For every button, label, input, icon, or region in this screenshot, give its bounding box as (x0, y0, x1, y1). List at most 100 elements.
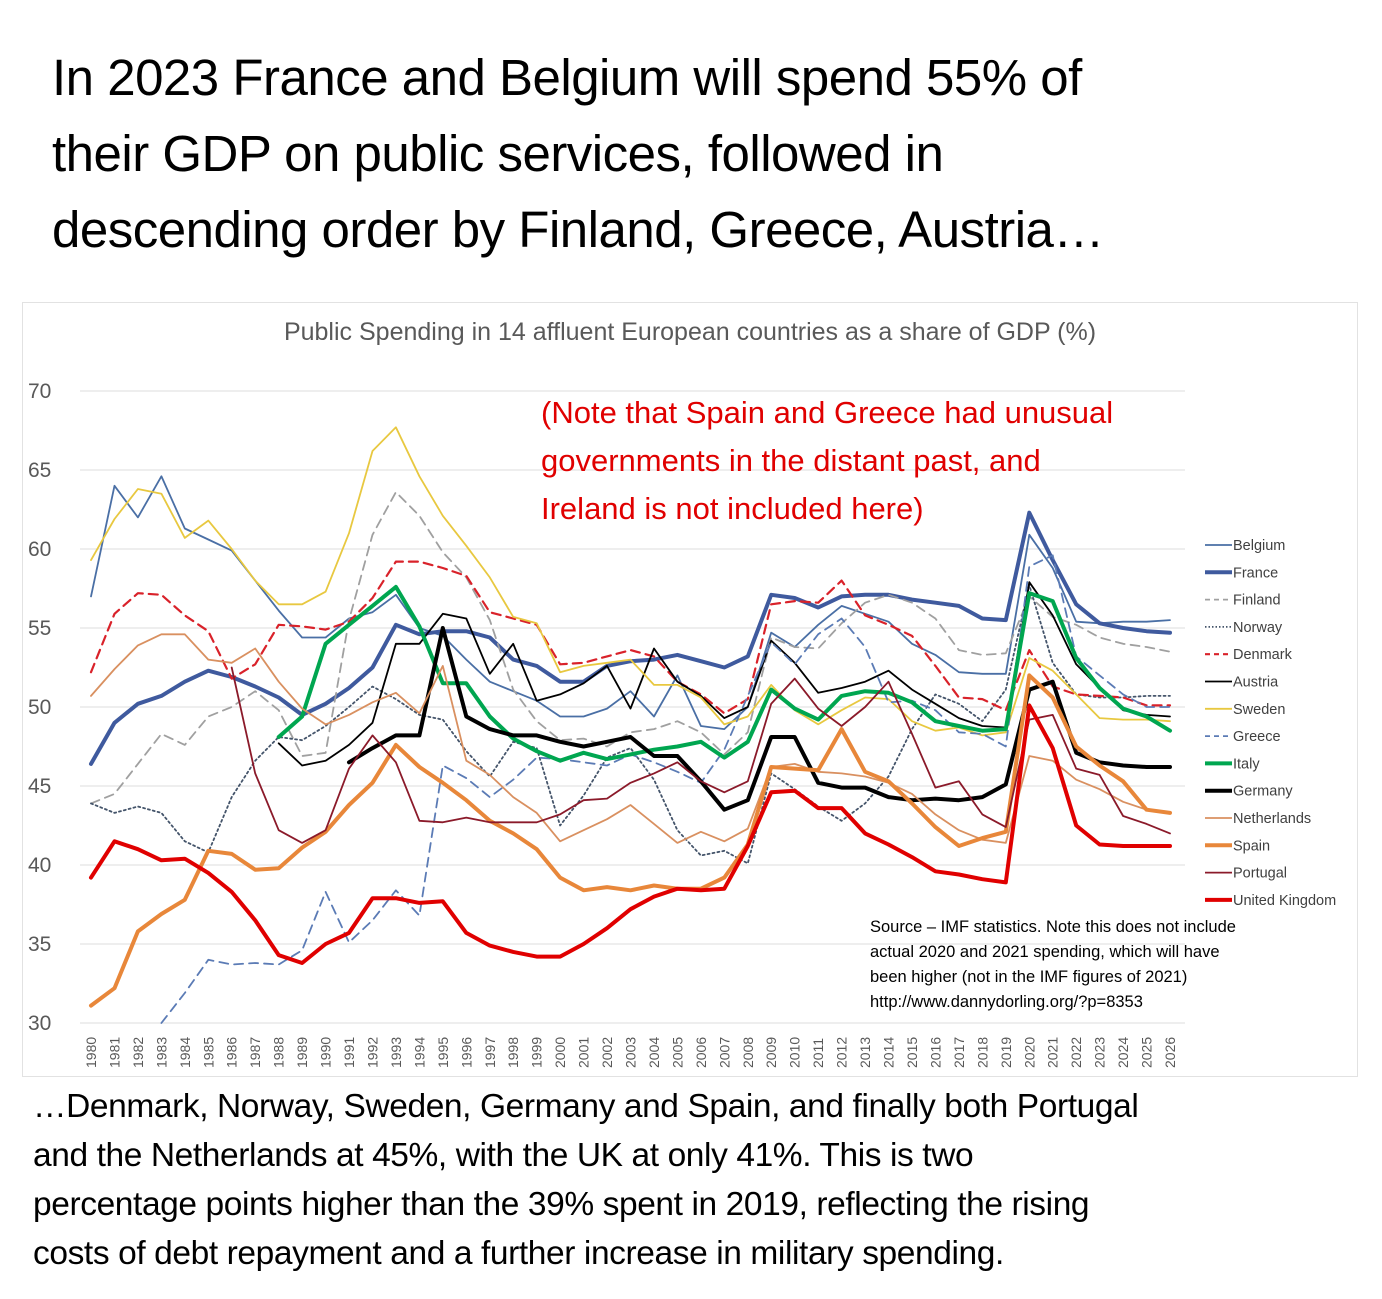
legend-item: Netherlands (1205, 811, 1311, 827)
series-line-spain (89, 673, 1172, 1008)
footer-line: costs of debt repayment and a further in… (33, 1235, 1004, 1272)
legend-item: Austria (1205, 675, 1279, 691)
x-tick-label: 1995 (435, 1037, 451, 1068)
legend: Belgium France Finland Norway Denmark Austria… (1205, 538, 1336, 909)
x-tick-label: 1999 (529, 1037, 545, 1068)
y-tick-label: 55 (28, 617, 51, 640)
x-tick-label: 1991 (341, 1037, 357, 1068)
legend-label: Germany (1233, 784, 1293, 800)
x-tick-label: 1990 (318, 1037, 334, 1068)
y-tick-label: 35 (28, 933, 51, 956)
headline-line: descending order by Finland, Greece, Aus… (52, 201, 1104, 258)
y-tick-label: 65 (28, 459, 51, 482)
headline-line: their GDP on public services, followed i… (52, 125, 944, 182)
source-note: Source – IMF statistics. Note this does … (870, 918, 1236, 1011)
x-tick-label: 1982 (130, 1037, 146, 1068)
footer-line: percentage points higher than the 39% sp… (33, 1186, 1090, 1223)
y-tick-label: 30 (28, 1012, 51, 1035)
y-tick-label: 60 (28, 538, 51, 561)
legend-label: Greece (1233, 729, 1281, 745)
legend-label: Spain (1233, 838, 1270, 854)
source-line: actual 2020 and 2021 spending, which wil… (870, 943, 1220, 961)
x-tick-label: 2010 (787, 1037, 803, 1068)
footer-line: and the Netherlands at 45%, with the UK … (33, 1137, 974, 1174)
series-line-sweden (90, 426, 1171, 737)
note-line: (Note that Spain and Greece had unusual (541, 395, 1113, 430)
footer-text: …Denmark, Norway, Sweden, Germany and Sp… (33, 1082, 1373, 1278)
x-tick-label: 2015 (904, 1037, 920, 1068)
series-line-norway (90, 584, 1171, 865)
note-line: governments in the distant past, and (541, 443, 1041, 478)
legend-label: Italy (1233, 756, 1260, 772)
legend-label: Portugal (1233, 866, 1287, 882)
note-line: Ireland is not included here) (541, 491, 924, 526)
x-tick-label: 2016 (927, 1037, 943, 1068)
x-tick-label: 1994 (411, 1037, 427, 1068)
x-tick-label: 1993 (388, 1037, 404, 1068)
source-line: http://www.dannydorling.org/?p=8353 (870, 993, 1143, 1011)
series-line-germany (347, 626, 1172, 812)
x-tick-label: 1986 (224, 1037, 240, 1068)
legend-item: Sweden (1205, 702, 1285, 718)
legend-label: Finland (1233, 593, 1281, 609)
legend-item: France (1205, 565, 1278, 581)
x-tick-label: 2005 (669, 1037, 685, 1068)
legend-item: Portugal (1205, 866, 1287, 882)
x-axis: 1980 1981 1982 1983 1984 1985 1986 1987 1988 1989… (83, 1037, 1178, 1068)
x-tick-label: 2021 (1045, 1037, 1061, 1068)
y-tick-label: 45 (28, 775, 51, 798)
x-tick-label: 2019 (998, 1037, 1014, 1068)
source-line: been higher (not in the IMF figures of 2… (870, 968, 1187, 986)
x-tick-label: 1998 (505, 1037, 521, 1068)
x-tick-label: 1989 (294, 1037, 310, 1068)
x-tick-label: 2000 (552, 1037, 568, 1068)
y-tick-label: 50 (28, 696, 51, 719)
legend-label: United Kingdom (1233, 893, 1336, 909)
x-tick-label: 2008 (740, 1037, 756, 1068)
legend-label: Sweden (1233, 702, 1285, 718)
legend-item: Greece (1205, 729, 1281, 745)
footer-line: …Denmark, Norway, Sweden, Germany and Sp… (33, 1088, 1139, 1125)
x-tick-label: 2009 (763, 1037, 779, 1068)
x-tick-label: 1996 (458, 1037, 474, 1068)
x-tick-label: 2017 (951, 1037, 967, 1068)
x-tick-label: 2012 (834, 1037, 850, 1068)
legend-item: Finland (1205, 593, 1281, 609)
x-tick-label: 2026 (1162, 1037, 1178, 1068)
x-tick-label: 2003 (623, 1037, 639, 1068)
series-line-united-kingdom (89, 703, 1172, 965)
y-axis: 30 35 40 45 50 55 60 65 70 (28, 380, 51, 1035)
chart-title: Public Spending in 14 affluent European … (284, 318, 1096, 346)
series-line-greece (160, 554, 1171, 1024)
x-tick-label: 2014 (881, 1037, 897, 1068)
x-tick-label: 2025 (1139, 1037, 1155, 1068)
headline-line: In 2023 France and Belgium will spend 55… (52, 49, 1082, 106)
legend-item: Spain (1205, 838, 1270, 854)
series-line-netherlands (90, 633, 1171, 844)
x-tick-label: 2022 (1068, 1037, 1084, 1068)
x-tick-label: 2018 (974, 1037, 990, 1068)
x-tick-label: 1987 (247, 1037, 263, 1068)
chart-frame (22, 302, 1358, 1077)
series-line-denmark (89, 560, 1172, 715)
legend-item: Denmark (1205, 647, 1293, 663)
x-tick-label: 1983 (153, 1037, 169, 1068)
series-line-portugal (230, 666, 1171, 844)
legend-item: United Kingdom (1205, 893, 1336, 909)
x-tick-label: 2002 (599, 1037, 615, 1068)
x-tick-label: 2024 (1115, 1037, 1131, 1068)
series-lines (89, 426, 1172, 1024)
chart-note: (Note that Spain and Greece had unusual … (541, 395, 1113, 526)
legend-label: Austria (1233, 675, 1279, 691)
legend-label: Netherlands (1233, 811, 1311, 827)
x-tick-label: 1981 (106, 1037, 122, 1068)
x-tick-label: 2020 (1021, 1037, 1037, 1068)
series-line-finland (90, 491, 1171, 805)
headline: In 2023 France and Belgium will spend 55… (52, 40, 1352, 268)
legend-item: Italy (1205, 756, 1260, 772)
legend-label: France (1233, 565, 1278, 581)
x-tick-label: 2007 (716, 1037, 732, 1068)
x-tick-label: 2006 (693, 1037, 709, 1068)
legend-item: Norway (1205, 620, 1283, 636)
